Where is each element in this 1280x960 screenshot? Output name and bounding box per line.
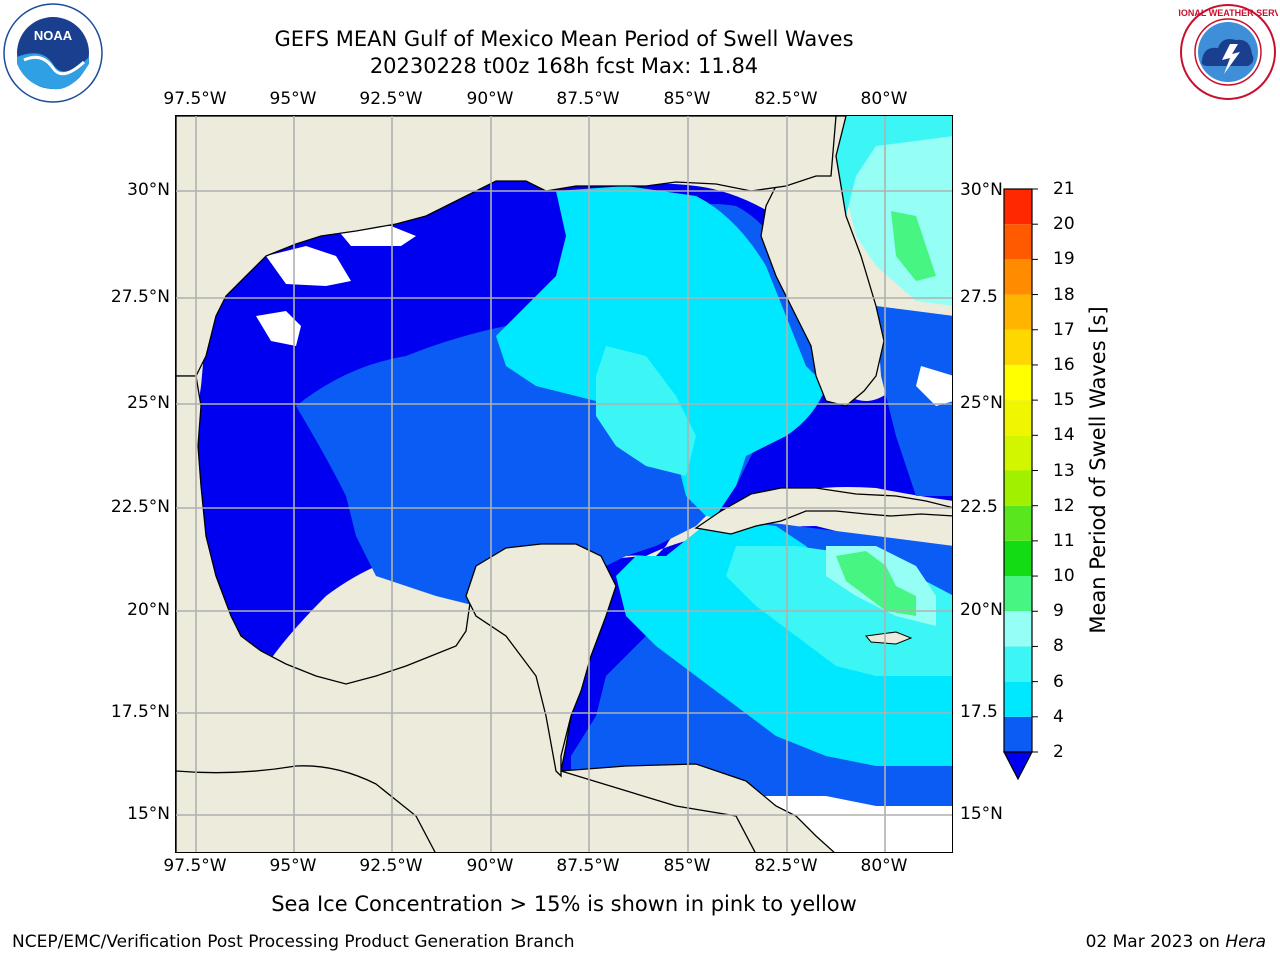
colorbar-tick-label: 19 <box>1053 249 1075 270</box>
colorbar-segment <box>1004 329 1032 365</box>
colorbar-segment <box>1004 505 1032 541</box>
lat-label: 17.5°N <box>110 702 170 722</box>
florida-land <box>760 116 885 407</box>
nodata-patch <box>266 246 351 286</box>
colorbar-segment <box>1004 716 1032 752</box>
lat-label: 27.5°N <box>110 287 170 307</box>
lat-label: 20°N <box>127 600 170 620</box>
colorbar-tick-label: 13 <box>1053 460 1075 481</box>
map-svg <box>176 116 952 852</box>
green-patch-caribbean <box>836 551 916 616</box>
us-gulf-coast <box>176 116 837 377</box>
colorbar-extend-arrow <box>1003 751 1033 781</box>
title-line-2: 20230228 t00z 168h fcst Max: 11.84 <box>369 54 759 78</box>
colorbar-tick-label: 18 <box>1053 284 1075 305</box>
noaa-logo-text: NOAA <box>34 28 73 43</box>
lon-label: 85°W <box>663 856 711 876</box>
colorbar-tick-label: 15 <box>1053 390 1075 411</box>
credit-right: 02 Mar 2023 on Hera <box>1086 932 1266 952</box>
colorbar-tick-label: 11 <box>1053 530 1075 551</box>
credit-machine: Hera <box>1225 932 1266 952</box>
nodata-patch <box>916 366 952 406</box>
colorbar-segment <box>1004 189 1032 225</box>
green-patch-atlantic <box>891 211 936 281</box>
colorbar-tick-label: 2 <box>1053 742 1064 762</box>
lon-label: 87.5°W <box>556 856 620 876</box>
lon-label: 97.5°W <box>163 856 227 876</box>
colorbar-segment <box>1004 576 1032 612</box>
lat-label: 30°N <box>960 180 1003 200</box>
lon-label: 90°W <box>466 89 514 109</box>
title-line-1: GEFS MEAN Gulf of Mexico Mean Period of … <box>274 27 854 51</box>
colorbar-tick-label: 4 <box>1053 706 1064 727</box>
light-cyan-core <box>596 346 696 476</box>
lon-label: 95°W <box>269 89 317 109</box>
colorbar-tick-label: 21 <box>1053 179 1075 199</box>
lon-label: 80°W <box>860 89 908 109</box>
lon-label: 82.5°W <box>754 856 818 876</box>
cuba-land <box>694 487 952 535</box>
colorbar-segment <box>1004 294 1032 330</box>
colorbar-tick-label: 12 <box>1053 495 1075 516</box>
footnote: Sea Ice Concentration > 15% is shown in … <box>271 892 857 916</box>
lon-label: 80°W <box>860 856 908 876</box>
nws-logo-text: NATIONAL WEATHER SERVICE <box>1178 8 1278 18</box>
colorbar-segment <box>1004 611 1032 647</box>
colorbar-tick-label: 6 <box>1053 671 1064 692</box>
colorbar-segment <box>1004 259 1032 295</box>
colorbar-segment <box>1004 435 1032 471</box>
lon-label: 87.5°W <box>556 89 620 109</box>
lat-label: 30°N <box>127 180 170 200</box>
lon-label: 95°W <box>269 856 317 876</box>
colorbar-segment <box>1004 540 1032 577</box>
lon-label: 82.5°W <box>754 89 818 109</box>
credit-date: 02 Mar 2023 on <box>1085 932 1220 952</box>
credit-left: NCEP/EMC/Verification Post Processing Pr… <box>12 932 575 952</box>
colorbar <box>1003 188 1038 781</box>
lat-label: 22.5°N <box>110 497 170 517</box>
lon-label: 92.5°W <box>359 89 423 109</box>
lat-label: 15°N <box>127 804 170 824</box>
colorbar-tick-label: 16 <box>1053 354 1075 375</box>
colorbar-segment <box>1004 400 1032 436</box>
atlantic-blue <box>876 306 952 496</box>
colorbar-segment <box>1004 646 1032 682</box>
colorbar-tick-label: 8 <box>1053 636 1064 657</box>
jamaica-land <box>865 631 913 645</box>
graticule <box>176 116 952 852</box>
colorbar-segment <box>1004 224 1032 260</box>
nodata-patch <box>256 311 301 346</box>
noaa-logo: NOAA <box>3 3 103 103</box>
colorbar-tick-label: 14 <box>1053 425 1075 446</box>
nws-logo: NATIONAL WEATHER SERVICE <box>1178 4 1278 100</box>
chart-title: GEFS MEAN Gulf of Mexico Mean Period of … <box>175 26 953 80</box>
colorbar-segment <box>1004 681 1032 717</box>
colorbar-tick-label: 20 <box>1053 214 1075 235</box>
colorbar-tick-label: 9 <box>1053 601 1064 622</box>
colorbar-segment <box>1004 364 1032 401</box>
colorbar-tick-label: 17 <box>1053 319 1075 340</box>
atlantic-cyan <box>836 116 952 216</box>
lon-label: 90°W <box>466 856 514 876</box>
colorbar-label: Mean Period of Swell Waves [s] <box>1086 306 1110 634</box>
lat-label: 22.5 <box>960 497 998 517</box>
yucatan-land <box>465 543 617 778</box>
lat-label: 27.5 <box>960 287 998 307</box>
map-panel <box>175 115 953 853</box>
lat-label: 17.5 <box>960 702 998 722</box>
lat-label: 15°N <box>960 804 1003 824</box>
lon-label: 92.5°W <box>359 856 423 876</box>
colorbar-tick-label: 10 <box>1053 566 1075 587</box>
colorbar-segment <box>1004 470 1032 506</box>
lat-label: 25°N <box>960 393 1003 413</box>
lon-label: 85°W <box>663 89 711 109</box>
lat-label: 25°N <box>127 393 170 413</box>
lon-label: 97.5°W <box>163 89 227 109</box>
lat-label: 20°N <box>960 600 1003 620</box>
